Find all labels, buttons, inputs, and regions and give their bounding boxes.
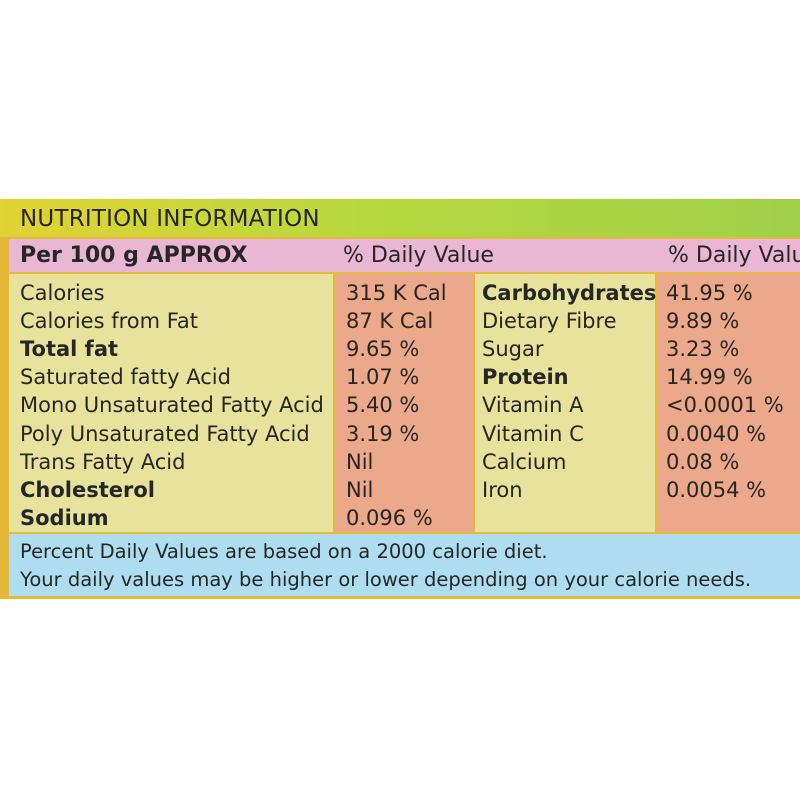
left-nutrient-value: 9.65 % bbox=[346, 337, 420, 362]
right-nutrient-name: Iron bbox=[482, 477, 523, 502]
daily-value-header-left: % Daily Value bbox=[343, 243, 494, 268]
left-nutrient-name: Poly Unsaturated Fatty Acid bbox=[20, 421, 310, 446]
footer-line-1: Percent Daily Values are based on a 2000… bbox=[20, 540, 548, 563]
left-nutrient-value: 0.096 % bbox=[346, 505, 433, 530]
right-nutrient-name: Sugar bbox=[482, 337, 544, 362]
right-nutrient-value: <0.0001 % bbox=[666, 393, 784, 418]
right-nutrient-value: 41.95 % bbox=[666, 281, 753, 305]
left-nutrient-name: Saturated fatty Acid bbox=[20, 365, 231, 390]
per-100g-label: Per 100 g APPROX bbox=[20, 243, 248, 268]
right-nutrient-name: Dietary Fibre bbox=[482, 309, 617, 334]
left-nutrient-value: Nil bbox=[346, 449, 374, 474]
left-nutrient-value: 5.40 % bbox=[346, 393, 420, 418]
right-nutrient-name: Carbohydrates bbox=[482, 281, 657, 305]
left-nutrient-name: Calories from Fat bbox=[20, 309, 199, 334]
right-value-column bbox=[657, 274, 800, 532]
left-nutrient-name: Mono Unsaturated Fatty Acid bbox=[20, 393, 324, 418]
left-nutrient-name: Sodium bbox=[20, 505, 109, 530]
right-nutrient-value: 0.08 % bbox=[666, 449, 740, 474]
daily-value-header-right: % Daily Value bbox=[668, 243, 800, 268]
right-nutrient-value: 0.0040 % bbox=[666, 421, 767, 446]
left-value-column bbox=[335, 274, 473, 532]
right-nutrient-value: 9.89 % bbox=[666, 309, 740, 334]
left-nutrient-value: 315 K Cal bbox=[346, 281, 447, 305]
right-nutrient-name: Protein bbox=[482, 365, 569, 390]
right-nutrient-value: 0.0054 % bbox=[666, 477, 767, 502]
left-nutrient-value: 1.07 % bbox=[346, 365, 420, 390]
title-bar bbox=[0, 199, 800, 237]
footer-note bbox=[9, 534, 800, 596]
left-nutrient-name: Calories bbox=[20, 281, 105, 305]
footer-line-2: Your daily values may be higher or lower… bbox=[20, 568, 752, 591]
right-nutrient-value: 14.99 % bbox=[666, 365, 753, 390]
left-nutrient-name: Total fat bbox=[20, 337, 119, 362]
left-nutrient-value: Nil bbox=[346, 477, 374, 502]
right-nutrient-name: Vitamin A bbox=[482, 393, 584, 418]
right-nutrient-value: 3.23 % bbox=[666, 337, 740, 362]
right-nutrient-name: Calcium bbox=[482, 449, 567, 474]
panel-title: NUTRITION INFORMATION bbox=[20, 206, 320, 232]
left-nutrient-name: Trans Fatty Acid bbox=[20, 449, 186, 474]
left-nutrient-value: 87 K Cal bbox=[346, 309, 434, 334]
right-nutrient-name: Vitamin C bbox=[482, 421, 584, 446]
left-nutrient-value: 3.19 % bbox=[346, 421, 420, 446]
left-nutrient-name: Cholesterol bbox=[20, 477, 155, 502]
right-nutrient-column bbox=[475, 274, 655, 532]
header-row bbox=[9, 239, 800, 272]
left-nutrient-column bbox=[9, 274, 333, 532]
